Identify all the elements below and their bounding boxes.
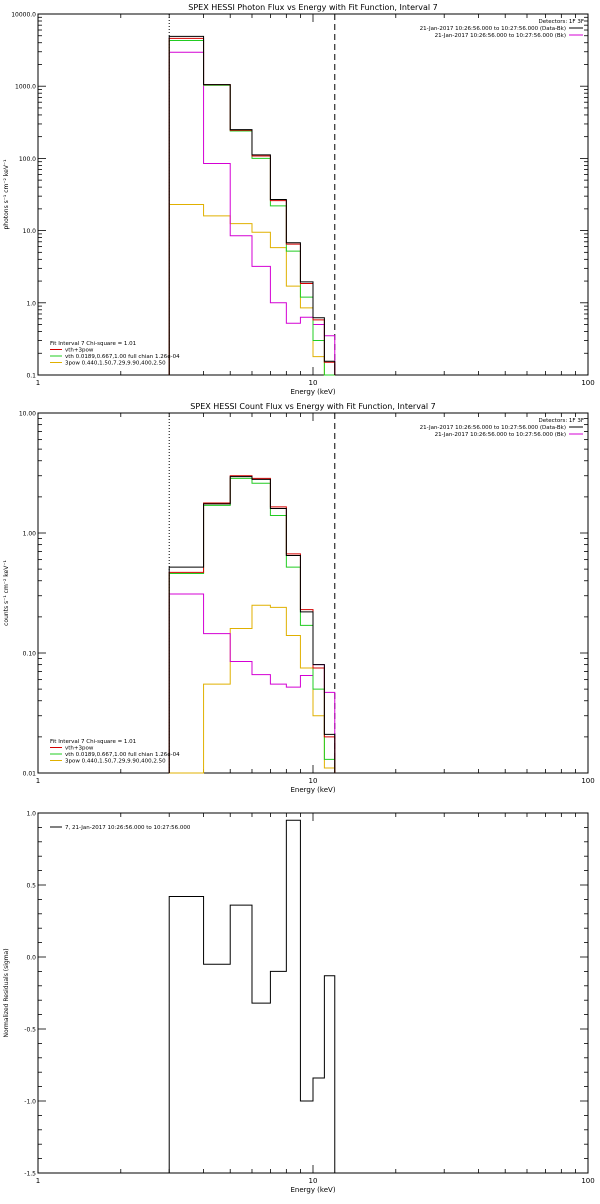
- series-line-red: [168, 475, 336, 773]
- y-axis-label: counts s⁻¹ cm⁻² keV⁻¹: [3, 560, 10, 626]
- y-tick-label: 10.0: [23, 228, 37, 235]
- legend-label-bk: 21-Jan-2017 10:26:56.000 to 10:27:56.000…: [435, 432, 566, 438]
- legend-fit-interval: Fit Interval 7 Chi-square = 1.01: [50, 341, 136, 347]
- legend-label-data-bk: 21-Jan-2017 10:26:56.000 to 10:27:56.000…: [420, 425, 566, 431]
- chart-title: SPEX HESSI Photon Flux vs Energy with Fi…: [188, 3, 438, 12]
- x-axis-label: Energy (keV): [290, 388, 335, 396]
- y-tick-label: 10.00: [19, 411, 36, 418]
- legend-label-green: vth 0.0189,0.667,1.00 full chian 1.26e-0…: [65, 354, 180, 360]
- y-tick-label: 0.5: [26, 883, 36, 890]
- x-tick-label: 100: [581, 379, 594, 387]
- legend-label-data-bk: 21-Jan-2017 10:26:56.000 to 10:27:56.000…: [420, 26, 566, 32]
- x-tick-label: 10: [309, 777, 318, 785]
- legend-label-green: vth 0.0189,0.667,1.00 full chian 1.26e-0…: [65, 752, 180, 758]
- y-tick-label: 0.10: [23, 651, 37, 658]
- x-tick-label: 1: [36, 777, 40, 785]
- y-tick-label: 0.0: [26, 955, 36, 962]
- series-line-red: [168, 37, 336, 375]
- x-tick-label: 100: [581, 1177, 594, 1185]
- legend-label-residuals: 7, 21-Jan-2017 10:26:56.000 to 10:27:56.…: [65, 825, 191, 831]
- y-tick-label: 10000.0: [11, 12, 36, 19]
- series-line-black: [168, 476, 336, 773]
- y-tick-label: 0.01: [23, 771, 37, 778]
- legend-detectors: Detectors: 1F 3F: [538, 19, 584, 25]
- y-tick-label: 1.00: [23, 531, 37, 538]
- y-tick-label: 100.0: [19, 156, 36, 163]
- chart-title: SPEX HESSI Count Flux vs Energy with Fit…: [190, 402, 435, 411]
- series-line-green: [168, 477, 336, 773]
- y-tick-label: 1.0: [26, 300, 36, 307]
- x-tick-label: 1: [36, 1177, 40, 1185]
- y-tick-label: -0.5: [24, 1027, 36, 1034]
- x-tick-label: 10: [309, 1177, 318, 1185]
- x-axis-label: Energy (keV): [290, 786, 335, 794]
- plot-frame: [37, 412, 589, 774]
- series-line-magenta: [168, 51, 336, 375]
- y-tick-label: -1.0: [24, 1099, 36, 1106]
- legend-label-red: vth+3pow: [65, 348, 94, 354]
- legend-detectors: Detectors: 1F 3F: [538, 418, 584, 424]
- y-tick-label: 1000.0: [15, 84, 36, 91]
- legend-label-yellow: 3pow 0.440,1.50,7.29,9.90,400,2.50: [65, 759, 166, 765]
- series-line-yellow: [169, 604, 336, 774]
- series-line-yellow: [168, 203, 335, 376]
- plot-frame: [37, 812, 589, 1174]
- legend-label-yellow: 3pow 0.440,1.50,7.29,9.90,400,2.50: [65, 361, 166, 367]
- legend-fit-interval: Fit Interval 7 Chi-square = 1.01: [50, 739, 136, 745]
- series-line-black: [168, 819, 336, 1173]
- series-line-green: [168, 39, 335, 376]
- legend-label-red: vth+3pow: [65, 746, 94, 752]
- x-tick-label: 100: [581, 777, 594, 785]
- series-line-black: [168, 35, 336, 375]
- legend-label-bk: 21-Jan-2017 10:26:56.000 to 10:27:56.000…: [435, 33, 566, 39]
- y-tick-label: 0.1: [26, 373, 36, 380]
- y-axis-label: photons s⁻¹ cm⁻² keV⁻¹: [3, 159, 10, 230]
- x-tick-label: 10: [309, 379, 318, 387]
- y-tick-label: -1.5: [24, 1171, 36, 1178]
- y-axis-label: Normalized Residuals (sigma): [3, 948, 10, 1037]
- y-tick-label: 1.0: [26, 811, 36, 818]
- x-axis-label: Energy (keV): [290, 1186, 335, 1194]
- x-tick-label: 1: [36, 379, 40, 387]
